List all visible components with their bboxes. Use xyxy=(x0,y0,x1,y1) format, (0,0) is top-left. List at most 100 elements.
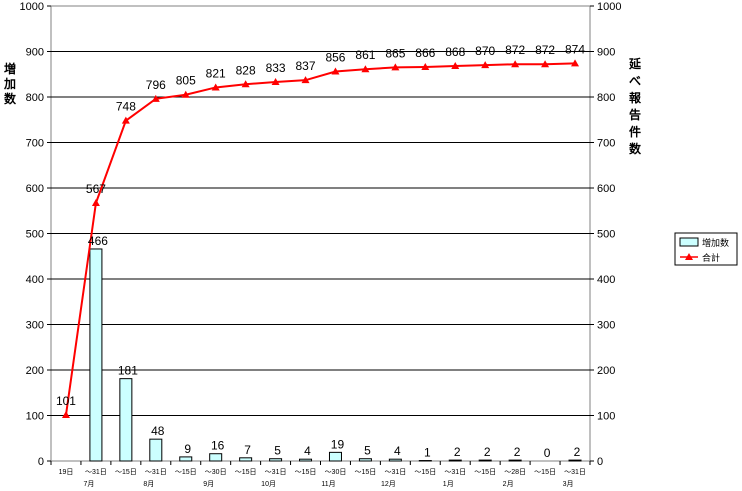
line-series xyxy=(61,59,580,419)
bar-data-label: 4 xyxy=(304,444,311,458)
y-tick-label-left: 600 xyxy=(26,183,44,195)
bar-data-label: 466 xyxy=(88,234,108,248)
bar xyxy=(119,378,133,462)
line-data-label: 868 xyxy=(445,45,465,59)
bar xyxy=(568,459,582,462)
x-tick-label: ～15日 xyxy=(295,468,317,476)
y-tick-label-left: 300 xyxy=(26,320,44,332)
line-data-label: 805 xyxy=(176,74,196,88)
y-tick-label-right: 800 xyxy=(597,92,615,104)
bar-data-label: 5 xyxy=(274,444,281,458)
bar-data-label: 5 xyxy=(364,444,371,458)
x-tick-label: ～31日 xyxy=(564,468,586,476)
y-tick-label-right: 0 xyxy=(597,456,603,468)
line-point xyxy=(91,199,100,207)
line-point xyxy=(451,62,460,70)
bar xyxy=(89,248,103,462)
y-tick-label-right: 300 xyxy=(597,320,615,332)
y-tick-label-left: 800 xyxy=(26,92,44,104)
bar xyxy=(328,451,342,462)
line-data-label: 872 xyxy=(505,43,525,57)
bar xyxy=(299,458,313,462)
line-point xyxy=(391,63,400,71)
y-tick-label-right: 600 xyxy=(597,183,615,195)
bar-data-label: 4 xyxy=(394,444,401,458)
line-data-label: 856 xyxy=(325,51,345,65)
line-point xyxy=(121,116,130,124)
line-data-label: 567 xyxy=(86,182,106,196)
bar-data-label: 2 xyxy=(454,445,461,459)
y-axis-title-right: 延べ報告件数 xyxy=(628,56,642,156)
month-label: 10月 xyxy=(261,480,276,488)
y-tick-label-right: 100 xyxy=(597,411,615,423)
legend-bar-label: 増加数 xyxy=(702,237,729,248)
bar xyxy=(508,459,522,462)
x-tick-label: ～15日 xyxy=(235,468,257,476)
y-tick-label-right: 400 xyxy=(597,274,615,286)
y-tick-label-left: 400 xyxy=(26,274,44,286)
bar-data-label: 19 xyxy=(331,437,345,451)
bar xyxy=(239,457,253,462)
line-data-label: 821 xyxy=(206,66,226,80)
bar-data-label: 2 xyxy=(484,445,491,459)
line-data-label: 874 xyxy=(565,42,585,56)
legend: 増加数 合計 xyxy=(674,232,738,266)
bar xyxy=(448,459,462,462)
x-tick-label: ～31日 xyxy=(145,468,167,476)
bar-data-label: 2 xyxy=(514,445,521,459)
legend-bar-swatch xyxy=(679,237,699,247)
line-data-label: 101 xyxy=(56,394,76,408)
x-tick-label: 19日 xyxy=(59,468,74,476)
month-label: 1月 xyxy=(443,480,454,488)
bar xyxy=(269,458,283,462)
x-tick-label: ～30日 xyxy=(205,468,227,476)
legend-line-marker xyxy=(685,253,693,260)
bar xyxy=(179,456,193,462)
y-tick-label-left: 700 xyxy=(26,138,44,150)
x-axis-ticks: 19日 ～31日 ～15日 ～31日 ～15日 ～30日 ～15日 ～31日 ～15日 ～30日 ～… xyxy=(50,461,591,488)
month-label: 3月 xyxy=(563,480,574,488)
line-data-label: 866 xyxy=(415,46,435,60)
y-tick-label-left: 100 xyxy=(26,411,44,423)
total-line xyxy=(64,62,576,416)
x-tick-label: ～31日 xyxy=(444,468,466,476)
bar-series xyxy=(89,248,582,462)
y-tick-label-left: 500 xyxy=(26,229,44,241)
y-tick-label-right: 200 xyxy=(597,365,615,377)
line-point xyxy=(271,77,280,85)
x-tick-label: ～15日 xyxy=(355,468,377,476)
bar xyxy=(388,458,402,462)
y-axis-title-left: 増加数 xyxy=(3,61,17,106)
x-tick-label: ～15日 xyxy=(474,468,496,476)
line-point xyxy=(61,411,70,419)
y-tick-label-right: 1000 xyxy=(597,1,621,13)
line-point xyxy=(331,67,340,75)
x-tick-label: ～30日 xyxy=(325,468,347,476)
line-point xyxy=(241,80,250,88)
line-data-label: 828 xyxy=(236,63,256,77)
line-data-label: 861 xyxy=(355,48,375,62)
y-tick-label-left: 0 xyxy=(38,456,44,468)
legend-line-label: 合計 xyxy=(702,252,720,263)
line-point xyxy=(361,65,370,73)
month-label: 2月 xyxy=(503,480,514,488)
line-point xyxy=(211,83,220,91)
x-tick-label: ～28日 xyxy=(504,468,526,476)
x-tick-label: ～15日 xyxy=(175,468,197,476)
axis-titles: 増加数 延べ報告件数 xyxy=(3,56,642,156)
x-tick-label: ～31日 xyxy=(85,468,107,476)
month-label: 11月 xyxy=(321,480,335,488)
line-point xyxy=(541,60,550,68)
y-tick-label-right: 700 xyxy=(597,138,615,150)
line-data-label: 796 xyxy=(146,78,166,92)
month-label: 12月 xyxy=(381,480,396,488)
line-data-label: 748 xyxy=(116,100,136,114)
line-point xyxy=(151,94,160,102)
line-data-label: 872 xyxy=(535,43,555,57)
x-tick-label: ～31日 xyxy=(384,468,406,476)
line-data-label: 865 xyxy=(385,46,405,60)
month-label: 7月 xyxy=(83,480,94,488)
month-label: 9月 xyxy=(203,480,214,488)
bar-data-label: 2 xyxy=(574,445,581,459)
